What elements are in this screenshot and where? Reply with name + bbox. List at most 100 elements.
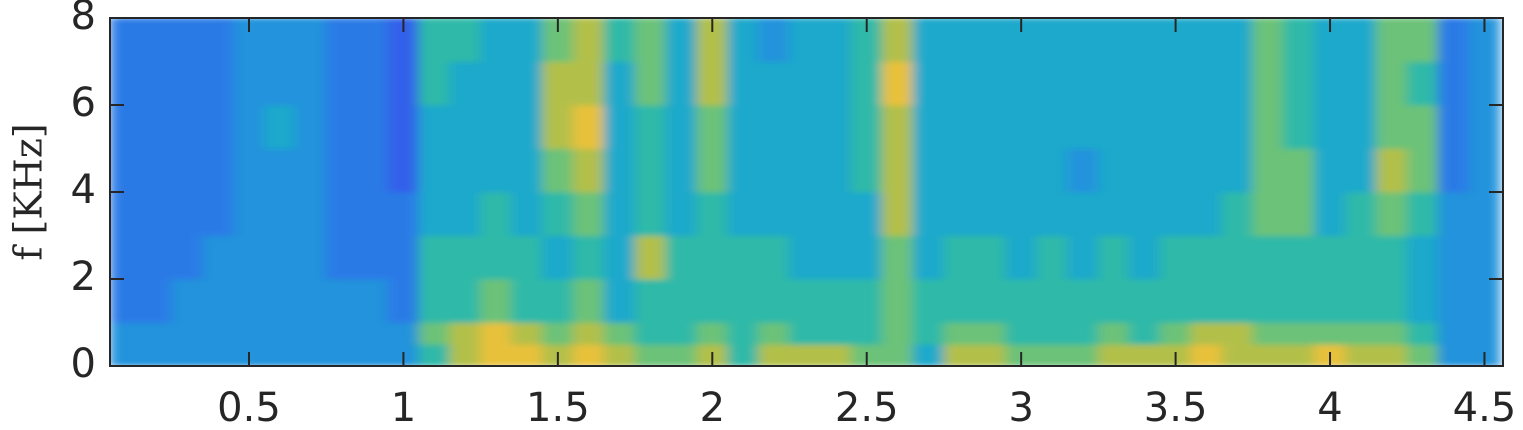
spectrogram-cell <box>1252 104 1285 149</box>
spectrogram-cell <box>511 235 543 280</box>
spectrogram-cell <box>758 322 791 345</box>
spectrogram-cell <box>1252 278 1285 323</box>
spectrogram-cell <box>294 343 327 366</box>
spectrogram-cell <box>110 148 142 193</box>
spectrogram-cell <box>418 322 451 345</box>
spectrogram-cell <box>1066 278 1099 323</box>
spectrogram-cell <box>480 18 513 62</box>
spectrogram-cell <box>572 18 605 62</box>
spectrogram-cell <box>665 278 698 323</box>
spectrogram-cell <box>294 148 327 193</box>
spectrogram-cell <box>356 61 389 106</box>
spectrogram-cell <box>202 18 235 62</box>
spectrogram-cell <box>110 61 142 106</box>
spectrogram-cell <box>727 61 760 106</box>
spectrogram-cell <box>1221 343 1254 366</box>
spectrogram-cell <box>356 18 389 62</box>
spectrogram-cell <box>1128 61 1161 106</box>
spectrogram-cell <box>603 191 636 236</box>
spectrogram-cell <box>1128 343 1161 366</box>
spectrogram-cell <box>758 104 791 149</box>
spectrogram-cell <box>912 61 945 106</box>
spectrogram-cell <box>572 104 605 149</box>
spectrogram-cell <box>171 278 204 323</box>
spectrogram-cell <box>881 278 914 323</box>
spectrogram-cell <box>171 148 204 193</box>
spectrogram-cell <box>1344 322 1377 345</box>
spectrogram-cell <box>511 61 543 106</box>
spectrogram-cell <box>171 104 204 149</box>
spectrogram-cell <box>263 235 296 280</box>
spectrogram-cell <box>233 61 265 106</box>
spectrogram-cell <box>1066 104 1099 149</box>
spectrogram-cell <box>912 322 945 345</box>
spectrogram-cell <box>758 235 791 280</box>
spectrogram-cell <box>881 61 914 106</box>
spectrogram-cell <box>1283 322 1316 345</box>
spectrogram-cell <box>1252 322 1285 345</box>
spectrogram-cell <box>758 191 791 236</box>
spectrogram-cell <box>1128 148 1161 193</box>
spectrogram-cell <box>480 148 513 193</box>
spectrogram-cell <box>387 191 420 236</box>
spectrogram-cell <box>943 104 976 149</box>
spectrogram-cell <box>1036 235 1068 280</box>
spectrogram-cell <box>1344 104 1377 149</box>
spectrogram-cell <box>1190 61 1223 106</box>
spectrogram-cell <box>171 235 204 280</box>
spectrogram-cell <box>511 104 543 149</box>
spectrogram-cell <box>727 322 760 345</box>
spectrogram-cell <box>387 61 420 106</box>
spectrogram-cell <box>634 278 667 323</box>
spectrogram-cell <box>511 278 543 323</box>
spectrogram-cell <box>912 235 945 280</box>
spectrogram-cell <box>1406 148 1439 193</box>
spectrogram-cell <box>1468 322 1501 345</box>
spectrogram-cell <box>1252 148 1285 193</box>
spectrogram-cell <box>1005 191 1038 236</box>
spectrogram-cell <box>294 278 327 323</box>
spectrogram-cell <box>1066 191 1099 236</box>
spectrogram-cell <box>727 278 760 323</box>
spectrogram-cell <box>1344 18 1377 62</box>
spectrogram-cell <box>1283 104 1316 149</box>
spectrogram-cell <box>1221 104 1254 149</box>
spectrogram-cell <box>1252 191 1285 236</box>
spectrogram-cell <box>1283 343 1316 366</box>
spectrogram-cell <box>294 18 327 62</box>
spectrogram-cell <box>665 235 698 280</box>
spectrogram-cell <box>1252 235 1285 280</box>
spectrogram-cell <box>758 343 791 366</box>
spectrogram-cell <box>325 322 358 345</box>
spectrogram-cell <box>819 61 852 106</box>
spectrogram-cell <box>356 343 389 366</box>
spectrogram-cell <box>480 322 513 345</box>
x-tick-label: 3.5 <box>1144 385 1208 430</box>
spectrogram-cell <box>202 343 235 366</box>
spectrogram-cell <box>665 322 698 345</box>
spectrogram-cell <box>1375 18 1408 62</box>
spectrogram-cell <box>603 18 636 62</box>
spectrogram-cell <box>819 191 852 236</box>
spectrogram-cell <box>171 191 204 236</box>
spectrogram-cell <box>819 104 852 149</box>
spectrogram-cell <box>789 191 821 236</box>
y-axis-label: f [KHz] <box>7 123 51 260</box>
spectrogram-cell <box>789 18 821 62</box>
spectrogram-cell <box>1221 235 1254 280</box>
spectrogram-cell <box>1283 18 1316 62</box>
x-tick-label: 1 <box>391 385 416 430</box>
spectrogram-cell <box>1437 148 1470 193</box>
spectrogram-cell <box>758 18 791 62</box>
spectrogram-cell <box>1283 61 1316 106</box>
spectrogram-cell <box>850 61 883 106</box>
spectrogram-cell <box>1221 18 1254 62</box>
spectrogram-cell <box>696 278 729 323</box>
spectrogram-cell <box>572 343 605 366</box>
spectrogram-cell <box>263 61 296 106</box>
spectrogram-cell <box>1097 235 1130 280</box>
spectrogram-cell <box>665 191 698 236</box>
spectrogram-cell <box>202 235 235 280</box>
x-tick-label: 2 <box>700 385 725 430</box>
spectrogram-cell <box>418 235 451 280</box>
